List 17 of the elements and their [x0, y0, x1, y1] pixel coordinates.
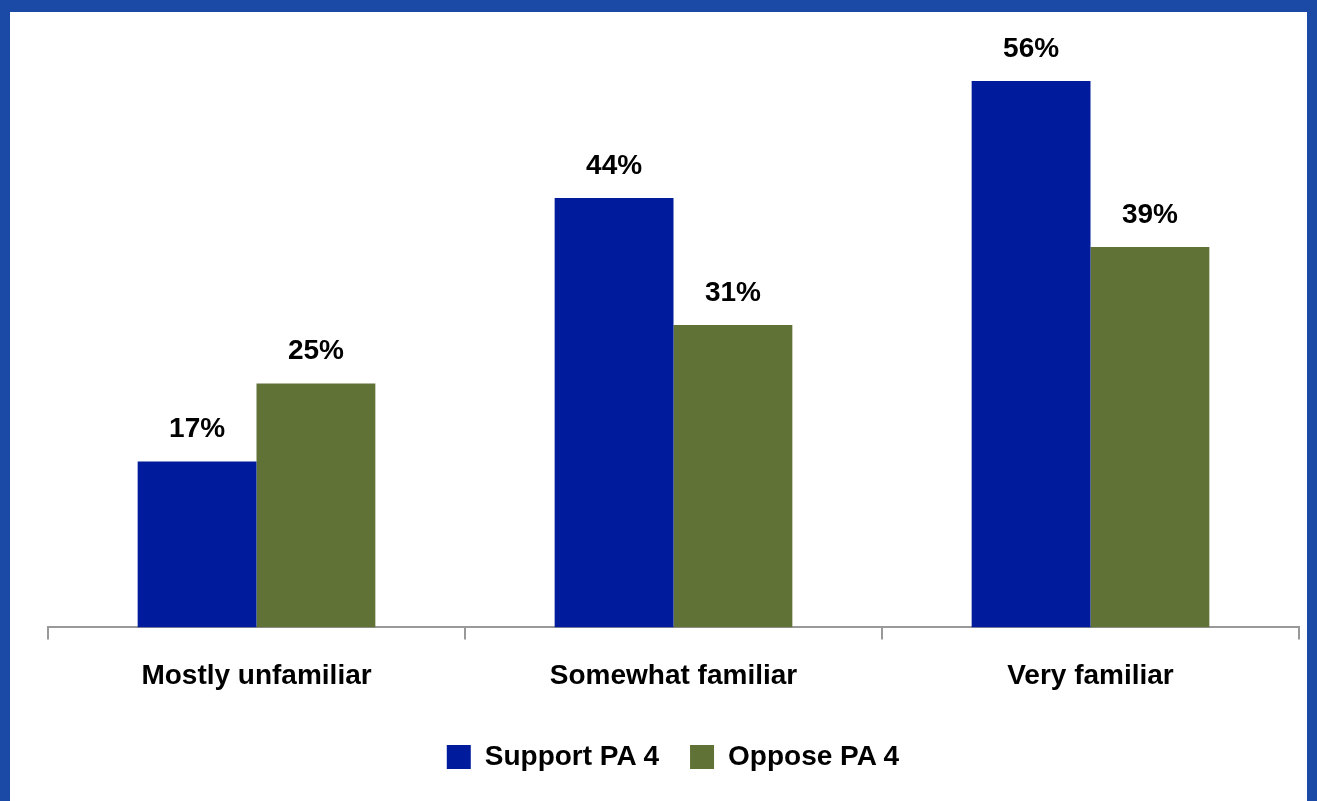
data-label: 25%: [287, 334, 345, 366]
data-label: 31%: [704, 275, 762, 307]
data-label: 17%: [169, 412, 226, 444]
data-label: 39%: [1121, 197, 1179, 229]
bar: [256, 383, 376, 628]
x-tick-label: Somewhat familiar: [549, 658, 798, 690]
x-tick-label: Very familiar: [1007, 658, 1174, 690]
legend-label: Oppose PA 4: [728, 739, 900, 771]
bar: [1090, 246, 1210, 628]
legend-label: Support PA 4: [484, 739, 660, 771]
bar: [137, 461, 257, 628]
x-tick-label: Mostly unfamiliar: [141, 658, 372, 690]
data-label: 44%: [586, 148, 643, 180]
data-label: 56%: [1003, 31, 1060, 63]
bar: [554, 198, 674, 628]
bar: [971, 81, 1091, 628]
bar: [673, 324, 793, 628]
